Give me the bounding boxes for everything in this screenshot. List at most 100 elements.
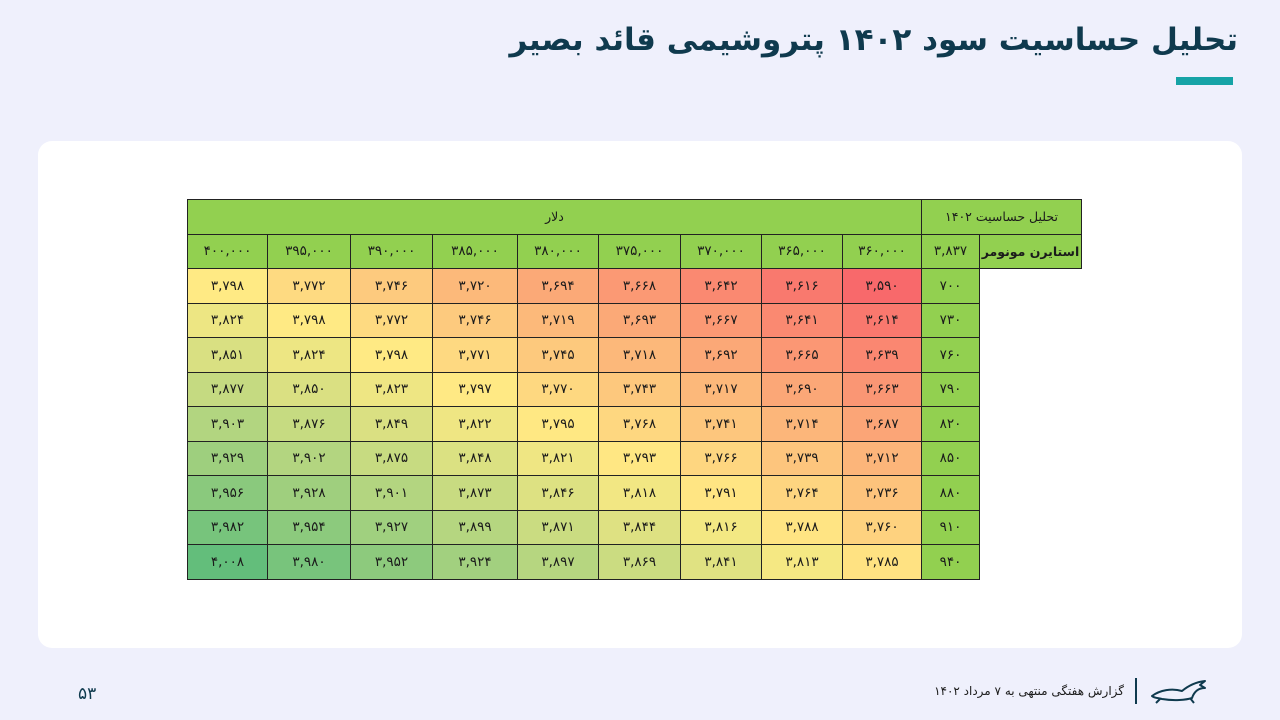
table-cell: ۳,۷۹۸ [267, 302, 351, 338]
table-cell: ۳,۸۹۹ [432, 509, 518, 545]
table-header-row: دلار تحلیل حساسیت ۱۴۰۲ [187, 199, 1082, 235]
row-label: ۷۳۰ [921, 302, 980, 338]
table-cell: ۳,۶۹۰ [761, 371, 843, 407]
footer-report-label: گزارش هفتگی منتهی به ۷ مرداد ۱۴۰۲ [934, 684, 1124, 698]
table-cell: ۳,۷۳۹ [761, 440, 843, 476]
table-cell: ۳,۹۵۶ [187, 475, 268, 511]
table-cell: ۳,۷۴۵ [517, 337, 599, 373]
table-row: ۳,۷۹۸ ۳,۷۷۲ ۳,۷۴۶ ۳,۷۲۰ ۳,۶۹۴ ۳,۶۶۸ ۳,۶۴۲ ۳,۶۱۶… [187, 268, 1082, 304]
table-cell: ۳,۸۲۲ [432, 406, 518, 442]
table-cell: ۳,۶۴۲ [680, 268, 762, 304]
table-cell: ۳,۹۰۳ [187, 406, 268, 442]
table-cell: ۳,۷۶۶ [680, 440, 762, 476]
table-cell: ۳,۷۶۸ [598, 406, 681, 442]
row-label: ۷۹۰ [921, 371, 980, 407]
table-cell: ۳,۷۳۶ [842, 475, 922, 511]
table-cell: ۳,۸۴۶ [517, 475, 599, 511]
table-cell: ۳,۸۲۳ [350, 371, 433, 407]
table-cell: ۳,۶۶۷ [680, 302, 762, 338]
table-cell: ۳,۸۲۱ [517, 440, 599, 476]
table-cell: ۳,۸۲۴ [187, 302, 268, 338]
column-value-header: ۳۷۰,۰۰۰ [680, 233, 762, 269]
table-cell: ۴,۰۰۸ [187, 544, 268, 580]
table-cell: ۳,۷۱۲ [842, 440, 922, 476]
table-corner-label: تحلیل حساسیت ۱۴۰۲ [921, 199, 1082, 235]
table-cell: ۳,۷۴۱ [680, 406, 762, 442]
table-cell: ۳,۹۸۰ [267, 544, 351, 580]
column-value-header: ۳۹۵,۰۰۰ [267, 233, 351, 269]
table-row: ۳,۸۵۱ ۳,۸۲۴ ۳,۷۹۸ ۳,۷۷۱ ۳,۷۴۵ ۳,۷۱۸ ۳,۶۹۲ ۳,۶۶۵… [187, 337, 1082, 373]
table-cell: ۳,۸۲۴ [267, 337, 351, 373]
column-value-header: ۳۶۰,۰۰۰ [842, 233, 922, 269]
side-header-styrene: استایرن مونومر [979, 233, 1082, 269]
table-cell: ۳,۷۴۶ [432, 302, 518, 338]
table-cell: ۳,۷۹۸ [350, 337, 433, 373]
table-cell: ۳,۹۰۲ [267, 440, 351, 476]
table-cell: ۳,۶۶۳ [842, 371, 922, 407]
table-row: ۳,۹۸۲ ۳,۹۵۴ ۳,۹۲۷ ۳,۸۹۹ ۳,۸۷۱ ۳,۸۴۴ ۳,۸۱۶ ۳,۷۸۸… [187, 509, 1082, 545]
table-cell: ۳,۷۶۴ [761, 475, 843, 511]
table-cell: ۳,۸۶۹ [598, 544, 681, 580]
footer-divider [1135, 678, 1137, 704]
page-number: ۵۳ [78, 684, 97, 704]
table-cell: ۳,۸۴۱ [680, 544, 762, 580]
table-cell: ۳,۸۴۴ [598, 509, 681, 545]
table-cell: ۳,۸۱۳ [761, 544, 843, 580]
table-cell: ۳,۷۲۰ [432, 268, 518, 304]
table-cell: ۳,۸۷۳ [432, 475, 518, 511]
table-cell: ۳,۹۲۸ [267, 475, 351, 511]
title-underline-bar [1176, 77, 1233, 85]
table-cell: ۳,۶۱۶ [761, 268, 843, 304]
table-cell: ۳,۸۷۷ [187, 371, 268, 407]
table-cell: ۳,۶۱۴ [842, 302, 922, 338]
row-label: ۸۵۰ [921, 440, 980, 476]
table-row: ۳,۹۲۹ ۳,۹۰۲ ۳,۸۷۵ ۳,۸۴۸ ۳,۸۲۱ ۳,۷۹۳ ۳,۷۶۶ ۳,۷۳۹… [187, 440, 1082, 476]
row-label: ۹۴۰ [921, 544, 980, 580]
row-label: ۹۱۰ [921, 509, 980, 545]
table-cell: ۳,۷۱۴ [761, 406, 843, 442]
table-cell: ۳,۸۴۸ [432, 440, 518, 476]
table-cell: ۳,۸۷۶ [267, 406, 351, 442]
table-cell: ۳,۶۶۵ [761, 337, 843, 373]
column-value-header: ۳۷۵,۰۰۰ [598, 233, 681, 269]
table-cell: ۳,۷۹۸ [187, 268, 268, 304]
column-value-header: ۳۸۵,۰۰۰ [432, 233, 518, 269]
table-cell: ۳,۸۱۸ [598, 475, 681, 511]
table-cell: ۳,۶۸۷ [842, 406, 922, 442]
table-cell: ۳,۶۶۸ [598, 268, 681, 304]
table-cell: ۳,۶۹۳ [598, 302, 681, 338]
table-cell: ۳,۷۸۸ [761, 509, 843, 545]
dollar-header: دلار [187, 199, 922, 235]
column-value-header: ۴۰۰,۰۰۰ [187, 233, 268, 269]
table-cell: ۳,۹۲۹ [187, 440, 268, 476]
page-title: تحلیل حساسیت سود ۱۴۰۲ پتروشیمی قائد بصیر [509, 22, 1238, 58]
table-cell: ۳,۶۳۹ [842, 337, 922, 373]
table-cell: ۳,۷۴۳ [598, 371, 681, 407]
table-cell: ۳,۷۸۵ [842, 544, 922, 580]
table-cell: ۳,۷۹۳ [598, 440, 681, 476]
row-label: ۷۶۰ [921, 337, 980, 373]
table-row: ۳,۸۲۴ ۳,۷۹۸ ۳,۷۷۲ ۳,۷۴۶ ۳,۷۱۹ ۳,۶۹۳ ۳,۶۶۷ ۳,۶۴۱… [187, 302, 1082, 338]
table-cell: ۳,۸۵۱ [187, 337, 268, 373]
table-row: ۳,۸۷۷ ۳,۸۵۰ ۳,۸۲۳ ۳,۷۹۷ ۳,۷۷۰ ۳,۷۴۳ ۳,۷۱۷ ۳,۶۹۰… [187, 371, 1082, 407]
table-cell: ۳,۹۲۴ [432, 544, 518, 580]
table-cell: ۳,۷۷۲ [350, 302, 433, 338]
table-cell: ۳,۷۷۲ [267, 268, 351, 304]
table-cell: ۳,۹۵۲ [350, 544, 433, 580]
column-values-row: ۴۰۰,۰۰۰ ۳۹۵,۰۰۰ ۳۹۰,۰۰۰ ۳۸۵,۰۰۰ ۳۸۰,۰۰۰ ۳۷۵,۰… [187, 233, 1082, 269]
table-cell: ۳,۶۹۲ [680, 337, 762, 373]
row-label: ۸۸۰ [921, 475, 980, 511]
table-cell: ۳,۷۷۰ [517, 371, 599, 407]
table-cell: ۳,۹۲۷ [350, 509, 433, 545]
row-label: ۸۲۰ [921, 406, 980, 442]
table-cell: ۳,۷۷۱ [432, 337, 518, 373]
horse-logo-icon [1151, 680, 1206, 704]
table-cell: ۳,۸۴۹ [350, 406, 433, 442]
table-cell: ۳,۷۱۸ [598, 337, 681, 373]
column-value-header: ۳۹۰,۰۰۰ [350, 233, 433, 269]
table-row: ۴,۰۰۸ ۳,۹۸۰ ۳,۹۵۲ ۳,۹۲۴ ۳,۸۹۷ ۳,۸۶۹ ۳,۸۴۱ ۳,۸۱۳… [187, 544, 1082, 580]
row-label: ۷۰۰ [921, 268, 980, 304]
column-value-header: ۳۶۵,۰۰۰ [761, 233, 843, 269]
table-cell: ۳,۷۹۵ [517, 406, 599, 442]
column-value-header: ۳۸۰,۰۰۰ [517, 233, 599, 269]
